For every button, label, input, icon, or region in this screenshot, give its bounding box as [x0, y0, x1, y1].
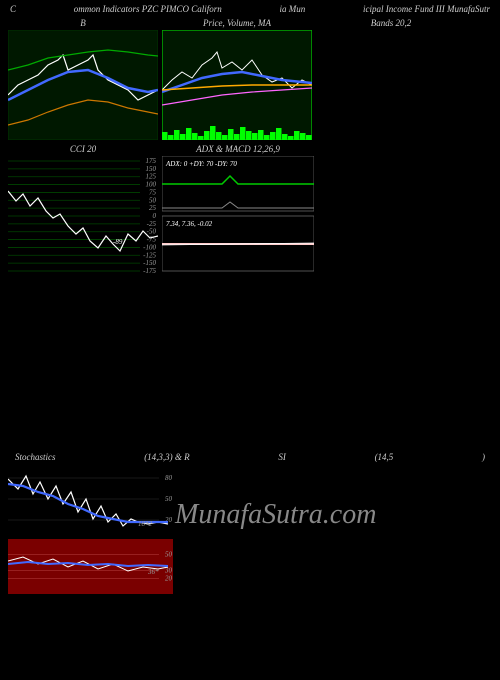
svg-text:100: 100 — [146, 181, 157, 189]
svg-text:-100: -100 — [143, 243, 156, 251]
rsi-close: ) — [482, 452, 485, 462]
svg-text:-50: -50 — [147, 228, 157, 236]
svg-text:20: 20 — [165, 574, 173, 582]
stoch-rsi-chart: 80502018*250302036* — [8, 464, 173, 594]
stoch-label: Stochastics — [15, 452, 56, 462]
adx-macd-title: ADX & MACD 12,26,9 — [162, 144, 314, 154]
chart-row-2: CCI 20 1751501251007550250-25-50-75-100-… — [0, 144, 500, 276]
stoch-rsi-svg: 80502018*250302036* — [8, 464, 173, 594]
svg-text:175: 175 — [146, 157, 157, 165]
chart-row-4: 80502018*250302036* MunafaSutra.com — [0, 464, 500, 594]
bollinger-chart: B — [8, 18, 158, 140]
page-header: C ommon Indicators PZC PIMCO Californ ia… — [0, 0, 500, 18]
bands-svg — [316, 30, 466, 140]
svg-text:-150: -150 — [143, 259, 156, 267]
adx-macd-chart: ADX & MACD 12,26,9 ADX: 0 +DY: 70 -DY: 7… — [162, 144, 314, 276]
cci-chart: CCI 20 1751501251007550250-25-50-75-100-… — [8, 144, 158, 276]
header-text-1: C — [10, 4, 16, 14]
header-text-2: ommon Indicators PZC PIMCO Californ — [74, 4, 222, 14]
adx-macd-svg: ADX: 0 +DY: 70 -DY: 70 7.34, 7.36, -0.02 — [162, 156, 314, 276]
svg-text:0: 0 — [153, 212, 157, 220]
price-ma-chart: Price, Volume, MA — [162, 18, 312, 140]
chart-row-1: B Price, Volume, MA Bands 20,2 — [0, 18, 500, 140]
stoch-params: (14,3,3) & R — [144, 452, 190, 462]
svg-text:18*2: 18*2 — [138, 520, 153, 528]
price-ma-title: Price, Volume, MA — [162, 18, 312, 28]
price-ma-svg — [162, 30, 312, 140]
svg-text:25: 25 — [149, 204, 157, 212]
header-text-4: icipal Income Fund III MunafaSutr — [363, 4, 490, 14]
bands-title: Bands 20,2 — [316, 18, 466, 28]
svg-text:ADX: 0 +DY: 70 -DY: 70: ADX: 0 +DY: 70 -DY: 70 — [165, 160, 237, 168]
svg-text:-89: -89 — [113, 238, 123, 246]
header-text-3: ia Mun — [280, 4, 306, 14]
cci-svg: 1751501251007550250-25-50-75-100-125-150… — [8, 156, 158, 276]
bollinger-title: B — [8, 18, 158, 28]
watermark: MunafaSutra.com — [175, 499, 376, 531]
svg-text:36*: 36* — [147, 568, 159, 576]
rsi-label: SI — [278, 452, 286, 462]
cci-title: CCI 20 — [8, 144, 158, 154]
stoch-rsi-header: Stochastics (14,3,3) & R SI (14,5 ) — [0, 450, 500, 464]
bands-chart: Bands 20,2 — [316, 18, 466, 140]
svg-text:-25: -25 — [147, 220, 157, 228]
svg-text:125: 125 — [146, 173, 157, 181]
svg-text:150: 150 — [146, 165, 157, 173]
svg-text:-175: -175 — [143, 267, 156, 275]
svg-text:50: 50 — [165, 495, 173, 503]
svg-text:75: 75 — [149, 188, 157, 196]
spacer — [0, 280, 500, 450]
svg-text:7.34, 7.36, -0.02: 7.34, 7.36, -0.02 — [166, 220, 213, 228]
svg-text:-125: -125 — [143, 251, 156, 259]
svg-text:50: 50 — [149, 196, 157, 204]
svg-text:50: 50 — [165, 551, 173, 559]
bollinger-svg — [8, 30, 158, 140]
svg-text:80: 80 — [165, 474, 173, 482]
rsi-params: (14,5 — [375, 452, 394, 462]
